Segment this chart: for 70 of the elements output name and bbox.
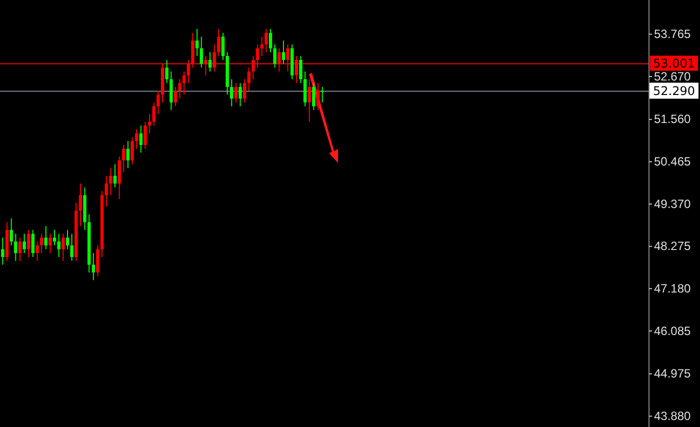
candlestick	[62, 233, 65, 262]
candlestick	[242, 78, 246, 103]
candlestick	[66, 229, 70, 250]
candlestick	[152, 102, 156, 126]
candlestick	[260, 36, 264, 57]
ref-line-label: 52.290	[653, 84, 695, 98]
candlestick	[312, 82, 316, 111]
candlestick	[96, 244, 100, 277]
candlestick	[148, 113, 152, 134]
candlestick	[247, 67, 251, 92]
candlestick	[156, 90, 160, 114]
candlestick	[92, 252, 96, 281]
candlestick	[122, 144, 126, 172]
candlestick	[170, 70, 173, 111]
candlestick	[308, 78, 311, 122]
candlestick	[238, 82, 242, 107]
y-tick-label: 48.275	[654, 239, 692, 254]
candlestick	[273, 44, 276, 68]
candlestick	[174, 86, 178, 107]
candlestick	[48, 233, 52, 254]
candlestick	[130, 136, 134, 165]
candlestick	[118, 156, 121, 200]
candlestick	[299, 56, 302, 84]
candlestick	[31, 229, 35, 258]
candlestick	[22, 233, 26, 254]
candlestick	[316, 82, 320, 111]
candlestick	[182, 70, 186, 96]
candlestick	[264, 28, 268, 53]
candlestick	[18, 237, 22, 262]
candlestick	[234, 82, 238, 103]
candlestick	[113, 164, 117, 188]
candlestick	[70, 233, 74, 262]
candlestick	[282, 40, 286, 64]
candlestick	[44, 226, 48, 250]
candlestick	[221, 32, 225, 60]
y-tick-label: 49.370	[654, 196, 692, 211]
candlestick	[208, 52, 212, 72]
candlestick	[303, 70, 307, 107]
y-tick-label: 43.880	[654, 409, 692, 424]
y-tick-label: 47.180	[654, 282, 692, 296]
candlestick	[40, 233, 44, 254]
candlestick	[104, 175, 108, 208]
candlestick	[144, 121, 147, 150]
candlestick	[230, 78, 234, 107]
ref-line-label: 53.001	[653, 56, 695, 71]
y-tick-label: 44.975	[654, 366, 692, 381]
candlestick	[134, 128, 138, 150]
candlestick	[26, 229, 30, 258]
candlestick	[1, 237, 4, 266]
candlestick	[36, 241, 39, 262]
y-tick-label: 51.560	[654, 112, 692, 126]
y-tick-label: 53.765	[654, 27, 692, 42]
candlestick	[14, 233, 18, 262]
candlestick	[268, 28, 272, 53]
candlestick	[78, 183, 82, 227]
candlestick	[178, 78, 182, 100]
candlestick	[139, 125, 143, 154]
candlestick	[217, 28, 220, 57]
candlestick	[57, 233, 60, 258]
candlestick	[109, 168, 112, 196]
candlestick	[320, 86, 324, 103]
candlestick	[52, 229, 56, 246]
y-tick-label: 46.085	[654, 324, 692, 338]
candlestick	[195, 28, 199, 57]
candlestick	[126, 140, 130, 169]
y-tick-label: 50.465	[654, 154, 692, 169]
candlestick	[200, 36, 204, 68]
candlestick	[165, 59, 168, 84]
y-tick-label: 52.670	[654, 69, 692, 84]
candlestick	[10, 218, 13, 246]
